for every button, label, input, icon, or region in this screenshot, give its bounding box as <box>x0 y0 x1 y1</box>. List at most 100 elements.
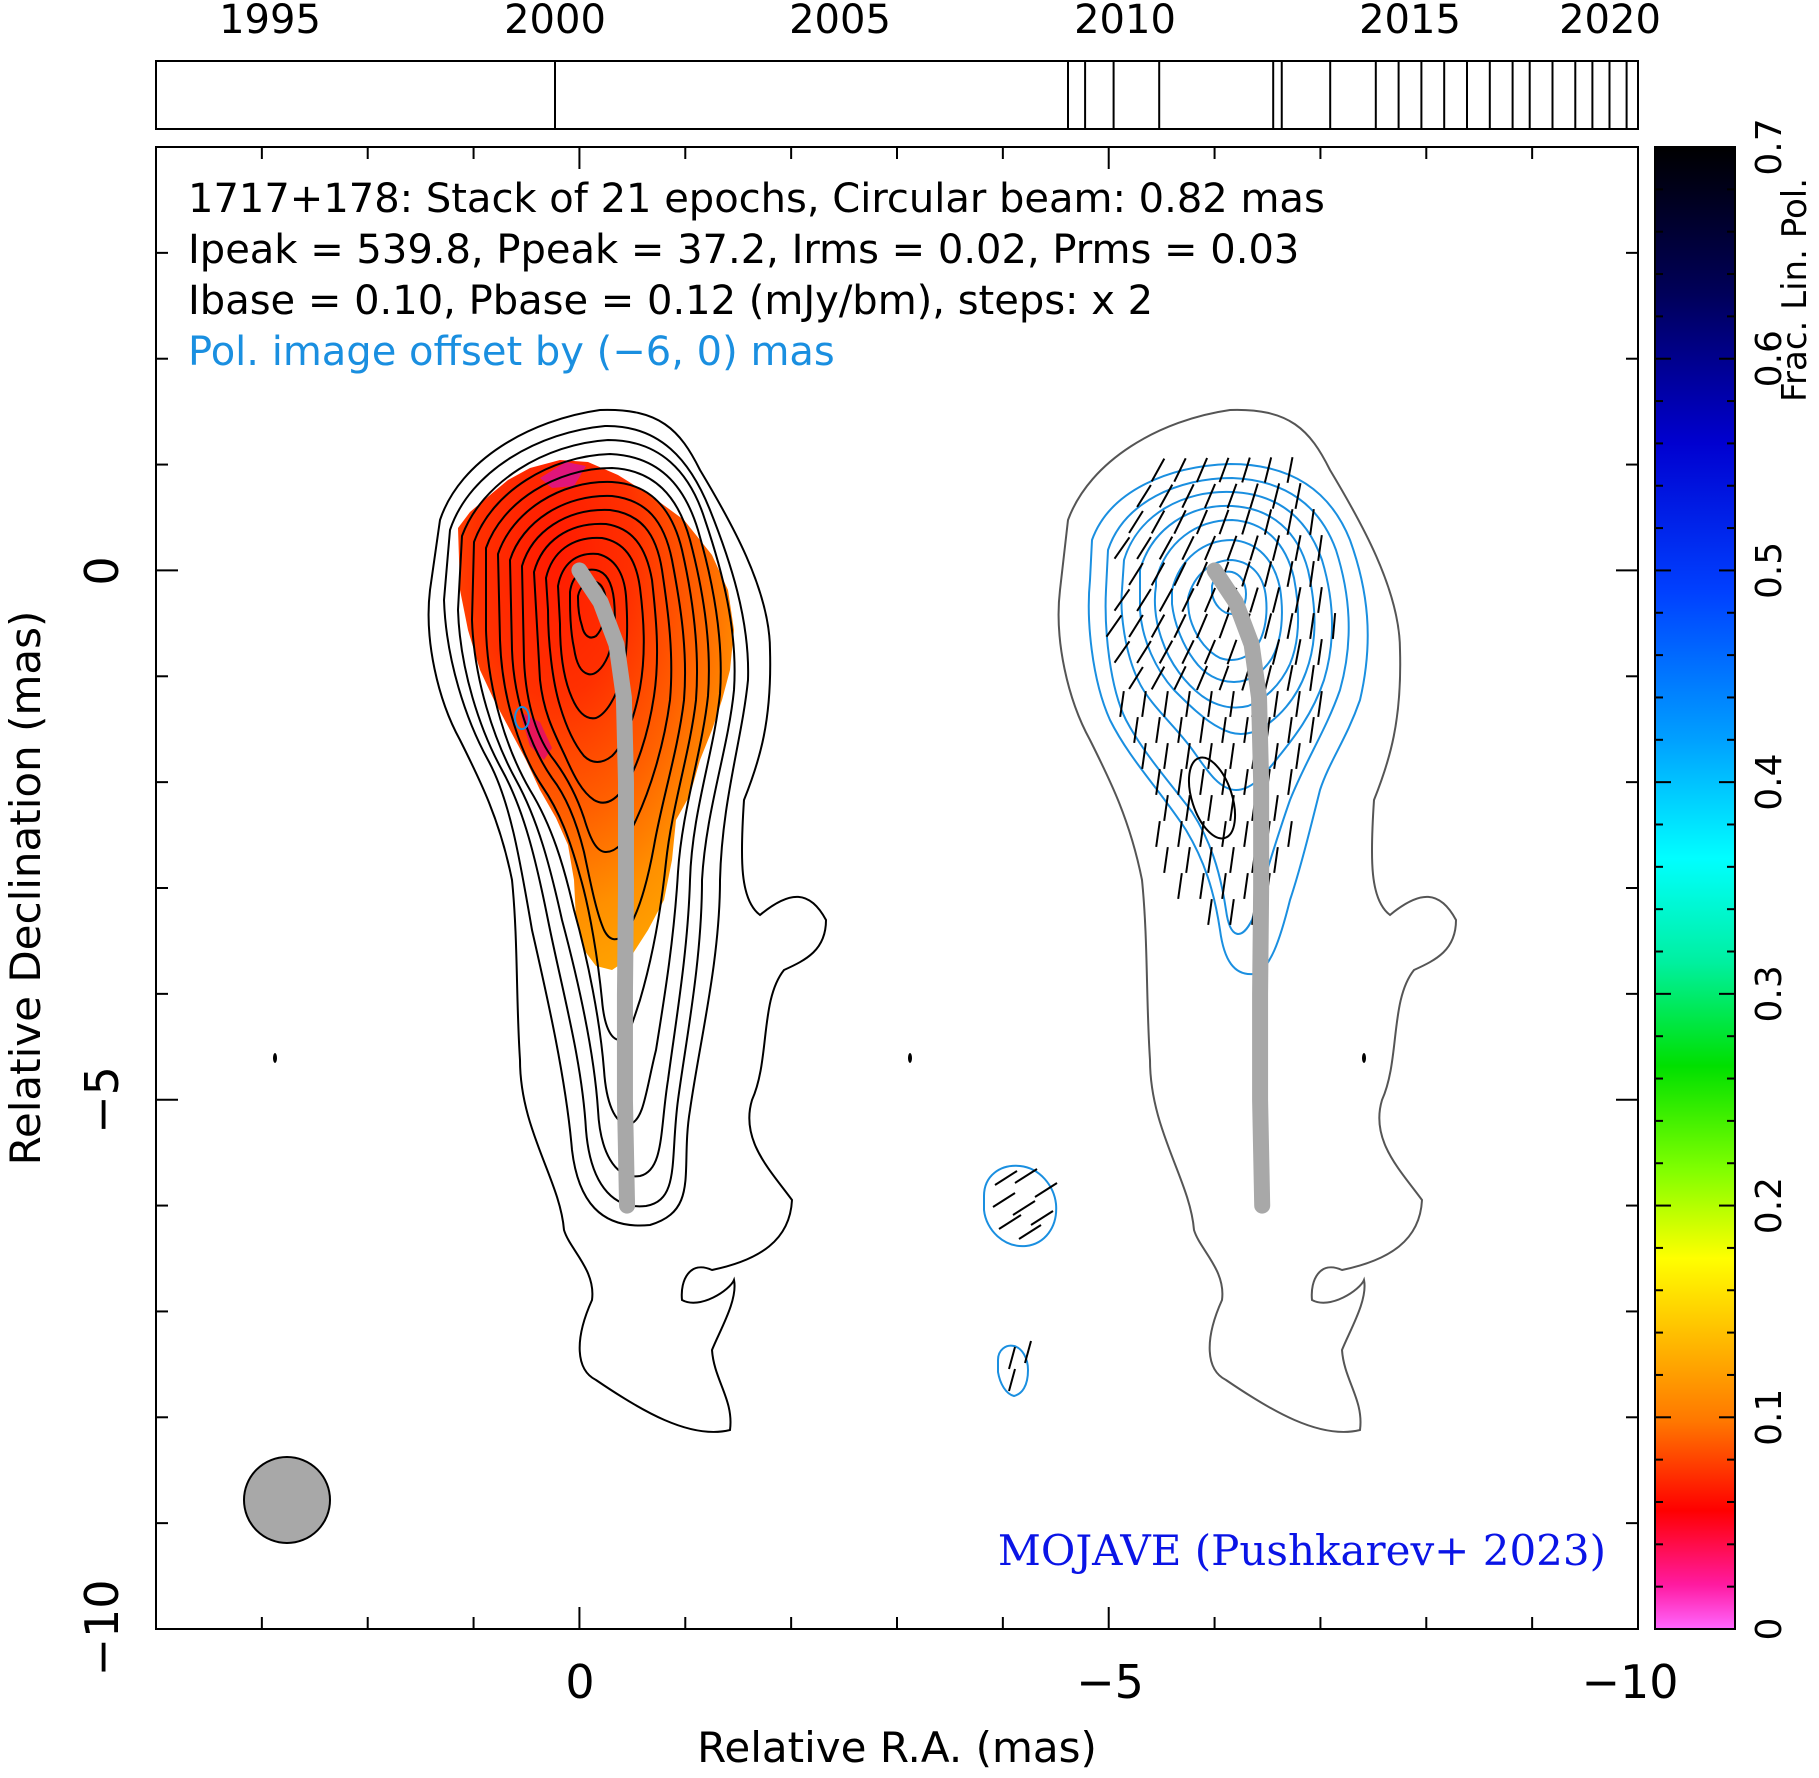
evpa-tick <box>1136 484 1152 508</box>
evpa-tick <box>1155 768 1161 796</box>
evpa-tick <box>1185 742 1191 770</box>
evpa-tick <box>1163 690 1169 718</box>
evpa-tick <box>1196 561 1208 587</box>
evpa-tick <box>1181 587 1195 613</box>
pol-offset-note: Pol. image offset by (−6, 0) mas <box>188 329 835 375</box>
evpa-tick <box>1204 587 1216 613</box>
colorbar-tick-label: 0.3 <box>1749 965 1790 1022</box>
evpa-tick <box>1177 820 1183 848</box>
evpa-tick <box>1133 716 1139 744</box>
evpa-tick <box>1012 1200 1036 1216</box>
evpa-tick <box>1128 666 1144 690</box>
evpa-tick <box>1128 562 1144 586</box>
header-text: 1717+178: Stack of 21 epochs, Circular b… <box>188 176 1325 375</box>
stokes-i-contour <box>508 494 687 941</box>
colorbar-tick-label: 0.1 <box>1749 1389 1790 1446</box>
noise-speck <box>1362 1053 1366 1063</box>
pol-speck <box>514 706 530 730</box>
evpa-tick <box>1286 561 1294 587</box>
evpa-tick <box>1249 587 1259 613</box>
evpa-tick <box>1221 872 1227 900</box>
colorbar-label: Frac. Lin. Pol. <box>1775 178 1815 402</box>
evpa-tick <box>992 1192 1016 1208</box>
evpa-tick <box>1150 666 1166 690</box>
colorbar-tick-label: 0.5 <box>1749 542 1790 599</box>
evpa-tick <box>1163 846 1169 874</box>
evpa-tick <box>1185 794 1191 822</box>
stokes-i-contour-right-outer <box>1057 408 1458 1433</box>
evpa-tick <box>1229 690 1235 718</box>
evpa-tick <box>1181 535 1195 561</box>
evpa-tick <box>1136 640 1152 664</box>
evpa-tick <box>1309 612 1315 640</box>
evpa-tick <box>1286 509 1294 535</box>
evpa-tick <box>1196 509 1208 535</box>
evpa-tick <box>1271 639 1281 665</box>
evpa-tick <box>1263 665 1273 691</box>
evpa-tick <box>1294 535 1302 561</box>
evpa-tick <box>1199 872 1205 900</box>
evpa-tick <box>1199 716 1205 744</box>
colorbar-tick-labels: 0 0.1 0.2 0.3 0.4 0.5 0.6 0.7 <box>1749 118 1790 1640</box>
evpa-tick <box>1199 768 1205 796</box>
evpa-tick <box>1273 742 1279 770</box>
pol-contour <box>1120 490 1333 792</box>
x-tick-label: 0 <box>565 1655 594 1709</box>
colorbar-tick-label: 0.2 <box>1749 1177 1790 1234</box>
evpa-tick <box>1317 586 1323 614</box>
year-label: 2015 <box>1359 0 1461 43</box>
evpa-tick <box>1226 639 1238 665</box>
evpa-tick <box>1014 1168 1038 1184</box>
evpa-tick <box>1309 508 1315 536</box>
evpa-tick <box>1309 664 1315 692</box>
year-label: 2000 <box>504 0 606 43</box>
evpa-tick <box>1196 457 1208 483</box>
evpa-tick <box>1241 509 1251 535</box>
evpa-tick <box>1158 484 1174 508</box>
y-tick-label: 0 <box>75 556 129 585</box>
evpa-tick <box>1150 614 1166 638</box>
y-tick-label: −10 <box>75 1579 129 1676</box>
evpa-tick <box>1173 457 1187 483</box>
evpa-tick <box>1309 716 1315 744</box>
evpa-tick <box>1263 509 1273 535</box>
evpa-tick <box>1218 613 1230 639</box>
pol-contour <box>1087 462 1369 976</box>
evpa-tick <box>998 1214 1022 1230</box>
evpa-tick <box>1204 483 1216 509</box>
evpa-tick <box>1243 872 1249 900</box>
evpa-tick <box>1113 640 1131 664</box>
colorbar-tick-label: 0.4 <box>1749 754 1790 811</box>
evpa-tick <box>1173 561 1187 587</box>
evpa-tick <box>1271 587 1281 613</box>
pol-contour-blob <box>983 1164 1058 1248</box>
evpa-tick <box>1105 614 1123 638</box>
colorbar-tick-label: 0.6 <box>1749 330 1790 387</box>
stokes-i-contour <box>544 536 645 763</box>
evpa-tick <box>1309 560 1315 588</box>
epoch-timeline: 1995 2000 2005 2010 2015 2020 <box>155 0 1661 130</box>
evpa-tick <box>1218 457 1230 483</box>
evpa-tick <box>1196 613 1208 639</box>
evpa-tick <box>1263 561 1273 587</box>
evpa-tick <box>1158 588 1174 612</box>
evpa-tick <box>1113 536 1131 560</box>
evpa-tick <box>1286 613 1294 639</box>
stokes-i-contour <box>520 508 673 854</box>
evpa-tick <box>1317 534 1323 562</box>
x-tick-label: −10 <box>1581 1655 1678 1709</box>
evpa-tick <box>1163 794 1169 822</box>
evpa-tick <box>1273 690 1279 718</box>
stokes-i-contour <box>442 424 750 1227</box>
evpa-tick <box>1196 665 1208 691</box>
evpa-tick <box>1241 457 1251 483</box>
evpa-tick <box>1141 742 1147 770</box>
evpa-tick <box>1207 898 1213 926</box>
evpa-tick <box>1150 510 1166 534</box>
evpa-tick <box>1229 898 1235 926</box>
map-content <box>243 408 1458 1544</box>
evpa-tick <box>1136 588 1152 612</box>
pol-contours <box>983 462 1369 1398</box>
stokes-i-contour <box>569 568 616 676</box>
stokes-i-contour-outer <box>427 408 828 1433</box>
